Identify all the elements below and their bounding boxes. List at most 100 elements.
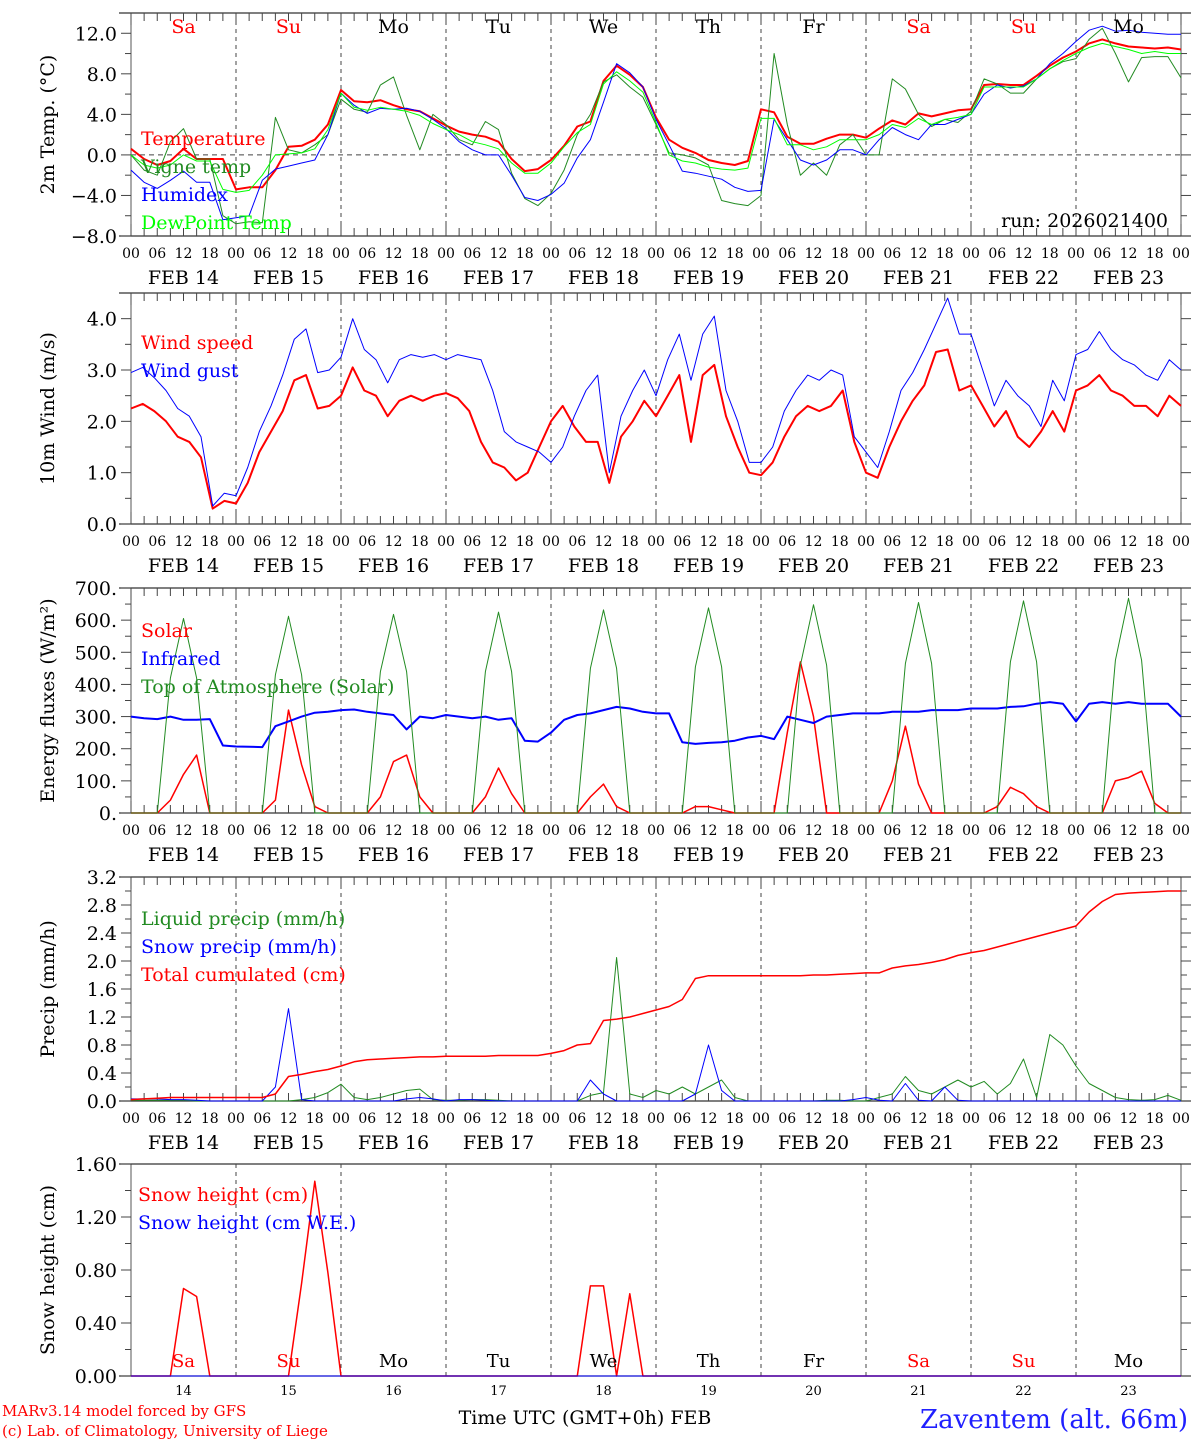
x-hour-label: 06 (883, 1111, 901, 1127)
x-hour-label: 06 (883, 246, 901, 262)
legend-entry: Liquid precip (mm/h) (141, 908, 345, 930)
x-hour-label: 18 (1146, 246, 1164, 262)
legend-entry: Solar (141, 620, 193, 642)
x-day-number: 20 (805, 1384, 822, 1399)
x-day-number: 18 (595, 1384, 612, 1399)
y-tick-label: 1.20 (75, 1207, 117, 1229)
x-hour-label: 00 (1172, 246, 1190, 262)
y-axis-label: Precip (mm/h) (37, 920, 59, 1058)
x-day-number: 17 (490, 1384, 507, 1399)
x-hour-label: 12 (1015, 534, 1033, 550)
x-hour-label: 06 (673, 534, 691, 550)
x-date-label: FEB 22 (988, 844, 1059, 866)
x-hour-label: 18 (831, 534, 849, 550)
x-hour-label: 06 (1093, 534, 1111, 550)
x-date-label: FEB 17 (463, 555, 534, 577)
x-hour-label: 12 (280, 534, 298, 550)
x-hour-label: 18 (936, 246, 954, 262)
x-day-number: 21 (910, 1384, 927, 1399)
x-hour-label: 00 (1172, 823, 1190, 839)
x-hour-label: 18 (621, 534, 639, 550)
x-hour-label: 12 (385, 534, 403, 550)
x-hour-label: 00 (857, 534, 875, 550)
x-hour-label: 06 (1093, 823, 1111, 839)
x-hour-label: 00 (437, 1111, 455, 1127)
x-hour-label: 12 (1120, 534, 1138, 550)
y-tick-label: 2.4 (87, 923, 117, 945)
legend-entry: DewPoint Temp (141, 212, 292, 234)
x-date-label: FEB 14 (148, 1132, 219, 1154)
x-hour-label: 12 (385, 1111, 403, 1127)
x-date-label: FEB 21 (883, 1132, 954, 1154)
y-tick-label: 400. (75, 674, 117, 696)
x-hour-label: 12 (1015, 246, 1033, 262)
x-hour-label: 18 (1041, 534, 1059, 550)
x-day-number: 19 (700, 1384, 717, 1399)
x-hour-label: 18 (726, 823, 744, 839)
weekday-label-bottom: Th (697, 1351, 721, 1372)
x-hour-label: 06 (253, 1111, 271, 1127)
weekday-label: Su (1011, 16, 1036, 38)
y-axis-label: Energy fluxes (W/m²) (37, 598, 59, 802)
x-hour-label: 00 (227, 1111, 245, 1127)
x-hour-label: 12 (1015, 823, 1033, 839)
y-tick-label: −8.0 (71, 226, 117, 248)
x-hour-label: 12 (595, 534, 613, 550)
x-hour-label: 18 (1146, 823, 1164, 839)
x-hour-label: 12 (385, 823, 403, 839)
x-date-label: FEB 23 (1093, 844, 1164, 866)
y-tick-label: 0.00 (75, 1366, 117, 1388)
weekday-label-bottom: Su (277, 1351, 301, 1372)
y-tick-label: 12.0 (75, 23, 117, 45)
x-hour-label: 12 (490, 1111, 508, 1127)
x-date-label: FEB 23 (1093, 267, 1164, 289)
x-hour-label: 06 (148, 246, 166, 262)
x-hour-label: 00 (752, 534, 770, 550)
y-tick-label: 1.6 (87, 979, 117, 1001)
weekday-label-bottom: Mo (379, 1351, 408, 1372)
y-tick-label: 200. (75, 739, 117, 761)
x-hour-label: 12 (280, 246, 298, 262)
x-hour-label: 00 (542, 1111, 560, 1127)
x-hour-label: 06 (253, 246, 271, 262)
x-hour-label: 06 (883, 823, 901, 839)
x-hour-label: 18 (726, 1111, 744, 1127)
x-hour-label: 12 (385, 246, 403, 262)
x-hour-label: 00 (332, 534, 350, 550)
x-hour-label: 00 (647, 823, 665, 839)
x-hour-label: 06 (463, 823, 481, 839)
legend-entry: Total cumulated (cm) (141, 964, 346, 986)
x-hour-label: 00 (332, 246, 350, 262)
x-hour-label: 12 (700, 246, 718, 262)
weekday-label-bottom: Sa (172, 1351, 195, 1372)
x-hour-label: 06 (253, 534, 271, 550)
x-hour-label: 00 (542, 823, 560, 839)
x-date-label: FEB 18 (568, 844, 639, 866)
x-hour-label: 12 (280, 823, 298, 839)
weekday-label: Mo (1113, 16, 1144, 38)
y-tick-label: 4.0 (87, 309, 117, 331)
x-hour-label: 18 (306, 823, 324, 839)
x-hour-label: 06 (148, 1111, 166, 1127)
x-hour-label: 06 (568, 534, 586, 550)
x-hour-label: 12 (175, 823, 193, 839)
x-hour-label: 12 (910, 534, 928, 550)
x-hour-label: 18 (201, 1111, 219, 1127)
x-hour-label: 06 (463, 534, 481, 550)
x-date-label: FEB 19 (673, 1132, 744, 1154)
weekday-label-bottom: Sa (907, 1351, 930, 1372)
x-hour-label: 12 (700, 534, 718, 550)
x-hour-label: 00 (1172, 534, 1190, 550)
x-date-label: FEB 15 (253, 1132, 324, 1154)
y-tick-label: 0. (99, 803, 117, 825)
weekday-label: Fr (802, 16, 825, 38)
y-tick-label: 700. (75, 578, 117, 600)
weekday-label: We (589, 16, 618, 38)
x-hour-label: 00 (752, 1111, 770, 1127)
legend-entry: Infrared (141, 648, 221, 670)
x-hour-label: 00 (857, 823, 875, 839)
y-tick-label: 100. (75, 771, 117, 793)
x-hour-label: 12 (280, 1111, 298, 1127)
weekday-label: Su (276, 16, 301, 38)
x-hour-label: 12 (175, 534, 193, 550)
